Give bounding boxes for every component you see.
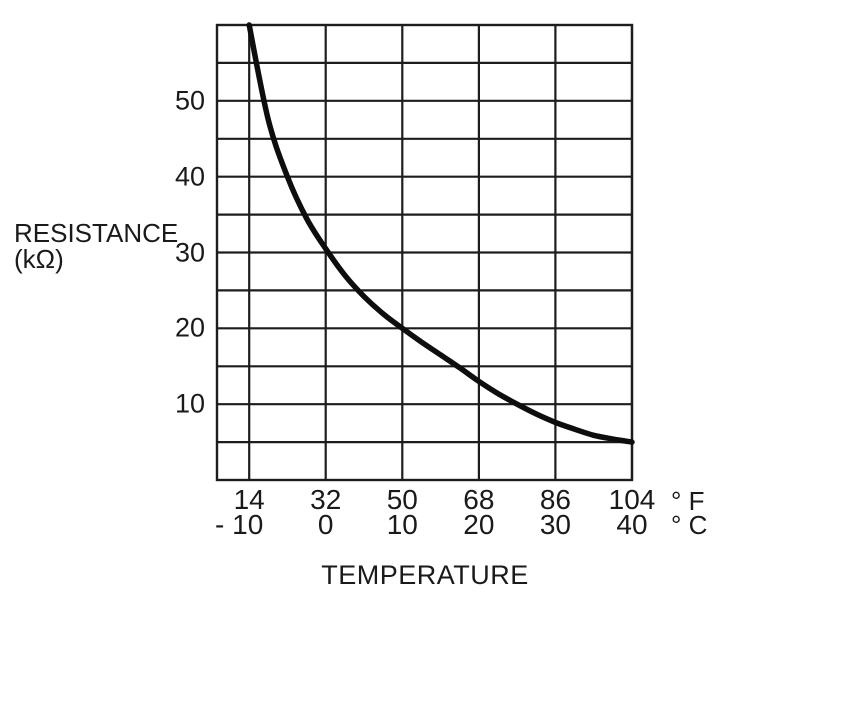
y-tick-label: 20 xyxy=(174,312,205,343)
plot-area xyxy=(215,22,635,482)
x-tick-celsius-label: 30 xyxy=(539,509,571,540)
x-tick-celsius-label: - 10 xyxy=(215,509,264,540)
y-axis-title-line2: (kΩ) xyxy=(14,244,64,274)
y-tick-label: 10 xyxy=(174,388,205,419)
fahrenheit-unit-label: ° F xyxy=(671,486,705,516)
resistance-curve xyxy=(246,22,635,445)
x-axis-title: TEMPERATURE xyxy=(321,560,529,590)
x-tick-celsius-label: 0 xyxy=(317,509,334,540)
x-tick-celsius-label: 20 xyxy=(463,509,495,540)
x-tick-fahrenheit-label: 68 xyxy=(463,484,495,515)
x-tick-fahrenheit-label: 86 xyxy=(539,484,571,515)
x-tick-fahrenheit-label: 104 xyxy=(608,484,656,515)
x-tick-fahrenheit-label: 14 xyxy=(233,484,265,515)
y-tick-label: 50 xyxy=(174,85,205,116)
x-tick-fahrenheit-label: 32 xyxy=(310,484,342,515)
chart-canvas xyxy=(215,22,635,482)
x-tick-celsius-label: 10 xyxy=(386,509,418,540)
plot-border xyxy=(215,23,634,482)
y-axis-title-line1: RESISTANCE xyxy=(14,218,179,248)
y-tick-label: 40 xyxy=(174,161,205,192)
x-tick-fahrenheit-label: 50 xyxy=(386,484,418,515)
x-tick-celsius-label: 40 xyxy=(616,509,648,540)
y-tick-label: 30 xyxy=(174,237,205,267)
y-axis-title: RESISTANCE (kΩ) xyxy=(14,220,178,272)
celsius-unit-label: ° C xyxy=(671,510,708,540)
